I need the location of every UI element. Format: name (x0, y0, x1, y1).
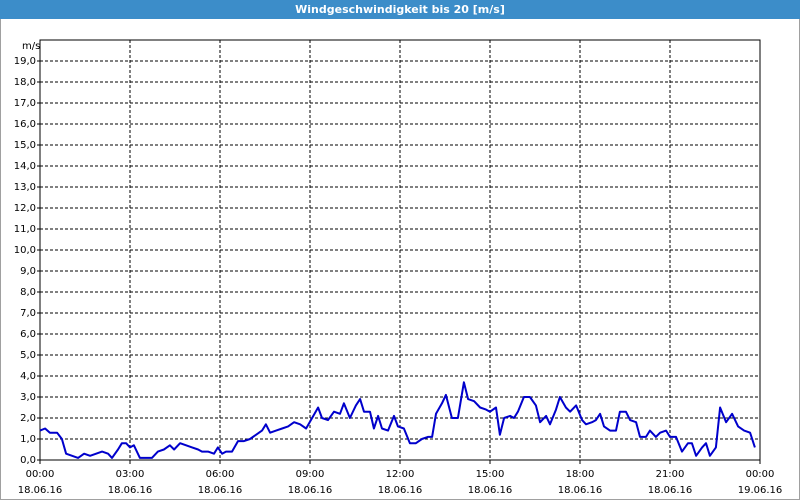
x-tick-label: 18:00 (566, 469, 595, 480)
y-tick-label: 12,0 (14, 203, 36, 214)
y-tick-label: 17,0 (14, 98, 36, 109)
y-tick-label: 7,0 (20, 308, 36, 319)
title-bar (0, 0, 800, 19)
x-tick-date: 18.06.16 (198, 485, 243, 496)
y-tick-label: 13,0 (14, 182, 36, 193)
x-tick-date: 18.06.16 (288, 485, 333, 496)
x-tick-label: 00:00 (26, 469, 55, 480)
y-tick-label: 6,0 (20, 329, 36, 340)
x-tick-date: 18.06.16 (468, 485, 513, 496)
x-tick-date: 18.06.16 (108, 485, 153, 496)
y-tick-label: 15,0 (14, 140, 36, 151)
y-tick-label: 19,0 (14, 56, 36, 67)
x-tick-label: 09:00 (296, 469, 325, 480)
y-tick-label: 8,0 (20, 287, 36, 298)
x-tick-label: 15:00 (476, 469, 505, 480)
y-tick-label: 4,0 (20, 371, 36, 382)
x-tick-date: 18.06.16 (18, 485, 63, 496)
x-tick-label: 12:00 (386, 469, 415, 480)
y-tick-label: 0,0 (20, 455, 36, 466)
x-tick-date: 18.06.16 (378, 485, 423, 496)
line-series (39, 381, 756, 459)
y-tick-label: 5,0 (20, 350, 36, 361)
y-tick-label: 14,0 (14, 161, 36, 172)
x-tick-label: 06:00 (206, 469, 235, 480)
y-tick-label: 18,0 (14, 77, 36, 88)
y-tick-label: 10,0 (14, 245, 36, 256)
x-tick-date: 18.06.16 (558, 485, 603, 496)
x-tick-label: 00:00 (746, 469, 775, 480)
x-tick-label: 21:00 (656, 469, 685, 480)
y-tick-label: 3,0 (20, 392, 36, 403)
y-axis-label: m/s (22, 41, 40, 52)
y-tick-label: 16,0 (14, 119, 36, 130)
y-tick-label: 11,0 (14, 224, 36, 235)
plot-frame (39, 39, 761, 461)
y-tick-label: 2,0 (20, 413, 36, 424)
x-tick-date: 18.06.16 (648, 485, 693, 496)
y-tick-label: 9,0 (20, 266, 36, 277)
chart-title: Windgeschwindigkeit bis 20 [m/s] (295, 3, 505, 16)
x-tick-label: 03:00 (116, 469, 145, 480)
x-tick-date: 19.06.16 (738, 485, 783, 496)
y-tick-label: 1,0 (20, 434, 36, 445)
